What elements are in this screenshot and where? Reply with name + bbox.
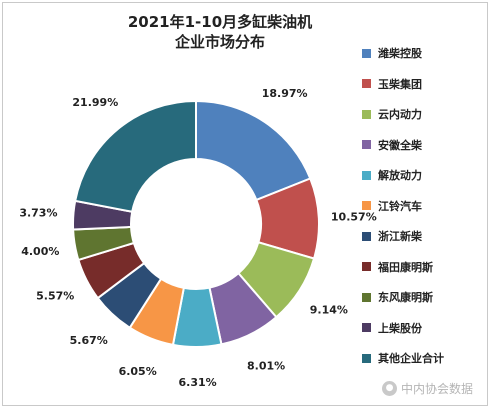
wechat-icon: ● xyxy=(382,381,397,396)
legend-item-4: 安徽全柴 xyxy=(362,130,488,161)
legend-swatch xyxy=(362,140,371,150)
legend-item-3: 云内动力 xyxy=(362,99,488,130)
legend-swatch xyxy=(362,109,371,119)
legend-label: 江铃汽车 xyxy=(378,199,422,213)
slice-label-7: 5.67% xyxy=(70,334,108,347)
chart-title: 2021年1-10月多缸柴油机 企业市场分布 xyxy=(120,12,320,52)
slice-label-5: 6.31% xyxy=(179,376,217,389)
donut-slice-11 xyxy=(74,99,197,213)
legend-label: 解放动力 xyxy=(378,169,422,183)
legend-swatch xyxy=(362,262,371,272)
slice-label-9: 4.00% xyxy=(21,245,59,258)
legend-swatch xyxy=(362,323,371,333)
legend-item-1: 潍柴控股 xyxy=(362,38,488,69)
legend-label: 浙江新柴 xyxy=(378,230,422,244)
legend-label: 上柴股份 xyxy=(378,321,422,335)
legend-swatch xyxy=(362,201,371,211)
watermark: ● 中内协会数据 xyxy=(382,380,473,397)
legend-label: 玉柴集团 xyxy=(378,77,422,91)
legend-item-10: 上柴股份 xyxy=(362,313,488,344)
slice-label-1: 18.97% xyxy=(262,87,308,100)
legend-label: 安徽全柴 xyxy=(378,138,422,152)
legend-label: 潍柴控股 xyxy=(378,47,422,61)
legend-swatch xyxy=(362,353,371,363)
chart-frame xyxy=(2,2,488,406)
legend-item-2: 玉柴集团 xyxy=(362,69,488,100)
legend-item-5: 解放动力 xyxy=(362,160,488,191)
slice-label-3: 9.14% xyxy=(310,304,348,317)
legend-label: 云内动力 xyxy=(378,108,422,122)
watermark-text: 中内协会数据 xyxy=(401,382,474,396)
legend-item-8: 福田康明斯 xyxy=(362,252,488,283)
legend-label: 东风康明斯 xyxy=(378,291,433,305)
slice-label-4: 8.01% xyxy=(247,360,285,373)
legend-label: 福田康明斯 xyxy=(378,260,433,274)
legend-item-7: 浙江新柴 xyxy=(362,221,488,252)
slice-label-8: 5.57% xyxy=(36,290,74,303)
slice-label-2: 10.57% xyxy=(331,211,377,224)
legend-item-9: 东风康明斯 xyxy=(362,282,488,313)
slice-label-11: 21.99% xyxy=(72,96,118,109)
slice-label-6: 6.05% xyxy=(119,365,157,378)
legend-item-11: 其他企业合计 xyxy=(362,343,488,374)
legend-swatch xyxy=(362,170,371,180)
legend-swatch xyxy=(362,231,371,241)
chart-legend: 潍柴控股玉柴集团云内动力安徽全柴解放动力江铃汽车浙江新柴福田康明斯东风康明斯上柴… xyxy=(362,38,488,374)
slice-label-10: 3.73% xyxy=(19,207,57,220)
legend-swatch xyxy=(362,292,371,302)
chart-title-line-2: 企业市场分布 xyxy=(174,33,265,51)
legend-label: 其他企业合计 xyxy=(378,352,444,366)
chart-title-line-1: 2021年1-10月多缸柴油机 xyxy=(127,13,313,31)
legend-swatch xyxy=(362,48,371,58)
legend-swatch xyxy=(362,79,371,89)
legend-item-6: 江铃汽车 xyxy=(362,191,488,222)
